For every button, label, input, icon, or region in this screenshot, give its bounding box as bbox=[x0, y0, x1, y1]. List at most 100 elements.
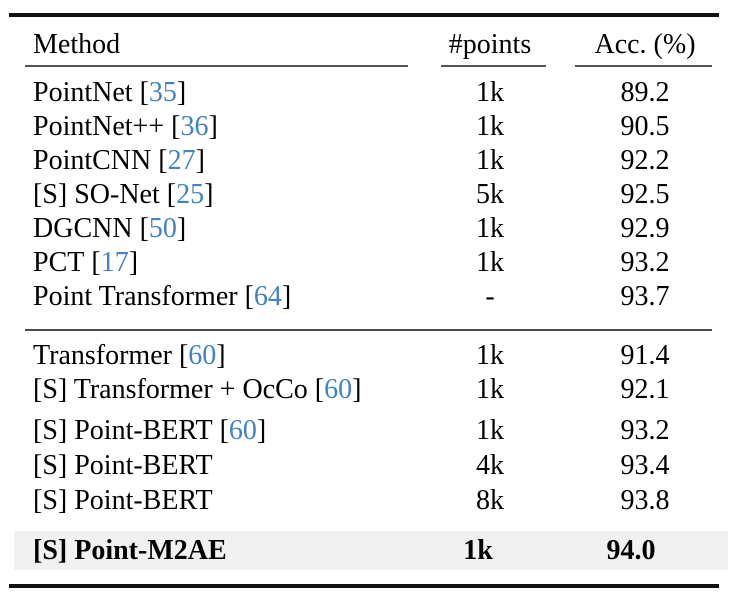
method-cell: [S] Point-BERT bbox=[0, 448, 434, 483]
citation: [60] bbox=[179, 340, 226, 371]
points-cell: 1k bbox=[476, 340, 504, 371]
citation-link[interactable]: 50 bbox=[148, 213, 177, 244]
citation: [50] bbox=[140, 213, 187, 244]
method-name: [S] Point-BERT bbox=[33, 485, 213, 516]
cite-bracket-close: ] bbox=[176, 213, 187, 244]
accuracy-cell: 92.5 bbox=[620, 179, 670, 210]
accuracy-cell: 91.4 bbox=[620, 340, 670, 371]
section-transformer-baselines: Transformer [60] 1k 91.4 [S] Transformer … bbox=[0, 339, 744, 407]
points-cell: 1k bbox=[476, 77, 504, 108]
cite-bracket-open: [ bbox=[244, 281, 254, 312]
points-cell: 4k bbox=[476, 450, 504, 481]
citation: [60] bbox=[315, 374, 362, 405]
column-header-points: #points bbox=[448, 29, 532, 60]
cite-bracket-close: ] bbox=[216, 340, 226, 371]
column-header-accuracy: Acc. (%) bbox=[594, 29, 696, 60]
method-cell: [S] SO-Net [25] bbox=[0, 178, 434, 212]
citation: [27] bbox=[158, 145, 205, 176]
citation-link[interactable]: 36 bbox=[180, 111, 209, 142]
method-name: DGCNN bbox=[33, 213, 133, 244]
method-name: PointNet bbox=[33, 77, 133, 108]
method-name: [S] Point-M2AE bbox=[33, 535, 227, 566]
citation: [60] bbox=[220, 415, 267, 446]
accuracy-cell: 93.2 bbox=[620, 415, 670, 446]
cite-bracket-close: ] bbox=[176, 77, 187, 108]
method-name: [S] Point-BERT bbox=[33, 450, 213, 481]
citation: [64] bbox=[245, 281, 292, 312]
citation: [17] bbox=[91, 247, 138, 278]
method-cell: [S] Point-BERT bbox=[0, 483, 434, 518]
citation-link[interactable]: 35 bbox=[148, 77, 177, 108]
accuracy-cell: 93.4 bbox=[620, 450, 670, 481]
points-cell: 8k bbox=[476, 485, 504, 516]
cite-bracket-open: [ bbox=[91, 247, 101, 278]
cite-bracket-open: [ bbox=[219, 415, 229, 446]
cite-bracket-open: [ bbox=[171, 111, 181, 142]
points-cell: 1k bbox=[476, 111, 504, 142]
citation: [35] bbox=[140, 77, 187, 108]
header-underline-method bbox=[25, 65, 408, 67]
cite-bracket-open: [ bbox=[314, 374, 325, 405]
accuracy-cell: 93.8 bbox=[620, 485, 670, 516]
accuracy-cell: 92.1 bbox=[620, 374, 670, 405]
citation-link[interactable]: 60 bbox=[324, 374, 353, 405]
cite-bracket-open: [ bbox=[139, 77, 149, 108]
method-cell: DGCNN [50] bbox=[0, 212, 434, 246]
table-row: Transformer [60] 1k 91.4 bbox=[0, 339, 744, 373]
method-cell: [S] Transformer + OcCo [60] bbox=[0, 373, 434, 407]
citation-link[interactable]: 60 bbox=[228, 415, 257, 446]
citation: [36] bbox=[171, 111, 218, 142]
points-cell: - bbox=[485, 281, 495, 312]
table-row: [S] Point-BERT 4k 93.4 bbox=[0, 448, 744, 483]
citation-link[interactable]: 25 bbox=[176, 179, 205, 210]
points-cell: 1k bbox=[476, 415, 504, 446]
table-row-best-result: [S] Point-M2AE 1k 94.0 bbox=[14, 531, 728, 570]
method-name: PointCNN bbox=[33, 145, 152, 176]
table-row: [S] SO-Net [25] 5k 92.5 bbox=[0, 178, 744, 212]
table-row: PointNet++ [36] 1k 90.5 bbox=[0, 110, 744, 144]
table-row: [S] Point-BERT 8k 93.8 bbox=[0, 483, 744, 518]
cite-bracket-open: [ bbox=[166, 179, 177, 210]
section-point-bert: [S] Point-BERT [60] 1k 93.2 [S] Point-BER… bbox=[0, 413, 744, 518]
points-cell: 1k bbox=[476, 374, 504, 405]
points-cell: 1k bbox=[463, 535, 493, 566]
section-supervised-baselines: PointNet [35] 1k 89.2 PointNet++ [36] 1k 9… bbox=[0, 76, 744, 314]
accuracy-cell: 93.2 bbox=[620, 247, 670, 278]
table-row: PointNet [35] 1k 89.2 bbox=[0, 76, 744, 110]
method-name: PCT bbox=[33, 247, 85, 278]
method-name: Transformer bbox=[33, 340, 172, 371]
points-cell: 1k bbox=[476, 145, 504, 176]
method-name: [S] SO-Net bbox=[33, 179, 160, 210]
method-name: PointNet++ bbox=[33, 111, 165, 142]
table-top-rule bbox=[9, 13, 719, 17]
accuracy-cell: 93.7 bbox=[620, 281, 670, 312]
method-cell: [S] Point-M2AE bbox=[14, 531, 422, 570]
cite-bracket-open: [ bbox=[178, 340, 189, 371]
citation-link[interactable]: 64 bbox=[253, 281, 282, 312]
header-underline-accuracy bbox=[575, 65, 712, 67]
method-name: Point Transformer bbox=[33, 281, 238, 312]
points-cell: 1k bbox=[476, 213, 504, 244]
column-header-method: Method bbox=[33, 29, 121, 60]
accuracy-cell: 92.2 bbox=[620, 145, 670, 176]
table-bottom-rule bbox=[9, 584, 719, 588]
method-cell: PointNet++ [36] bbox=[0, 110, 434, 144]
table-header-row: Method #points Acc. (%) bbox=[0, 27, 744, 63]
cite-bracket-open: [ bbox=[139, 213, 149, 244]
section-divider-rule bbox=[25, 329, 712, 331]
citation-link[interactable]: 27 bbox=[167, 145, 196, 176]
method-cell: PointNet [35] bbox=[0, 76, 434, 110]
header-underline-points bbox=[441, 65, 546, 67]
cite-bracket-close: ] bbox=[352, 374, 362, 405]
method-cell: Transformer [60] bbox=[0, 339, 434, 373]
cite-bracket-close: ] bbox=[281, 281, 292, 312]
citation-link[interactable]: 60 bbox=[188, 340, 217, 371]
table-row: Point Transformer [64] - 93.7 bbox=[0, 280, 744, 314]
citation-link[interactable]: 17 bbox=[100, 247, 129, 278]
method-name: [S] Point-BERT bbox=[33, 415, 213, 446]
citation: [25] bbox=[167, 179, 214, 210]
method-cell: PointCNN [27] bbox=[0, 144, 434, 178]
cite-bracket-open: [ bbox=[158, 145, 168, 176]
accuracy-cell: 92.9 bbox=[620, 213, 670, 244]
header-underline-row bbox=[0, 65, 744, 67]
